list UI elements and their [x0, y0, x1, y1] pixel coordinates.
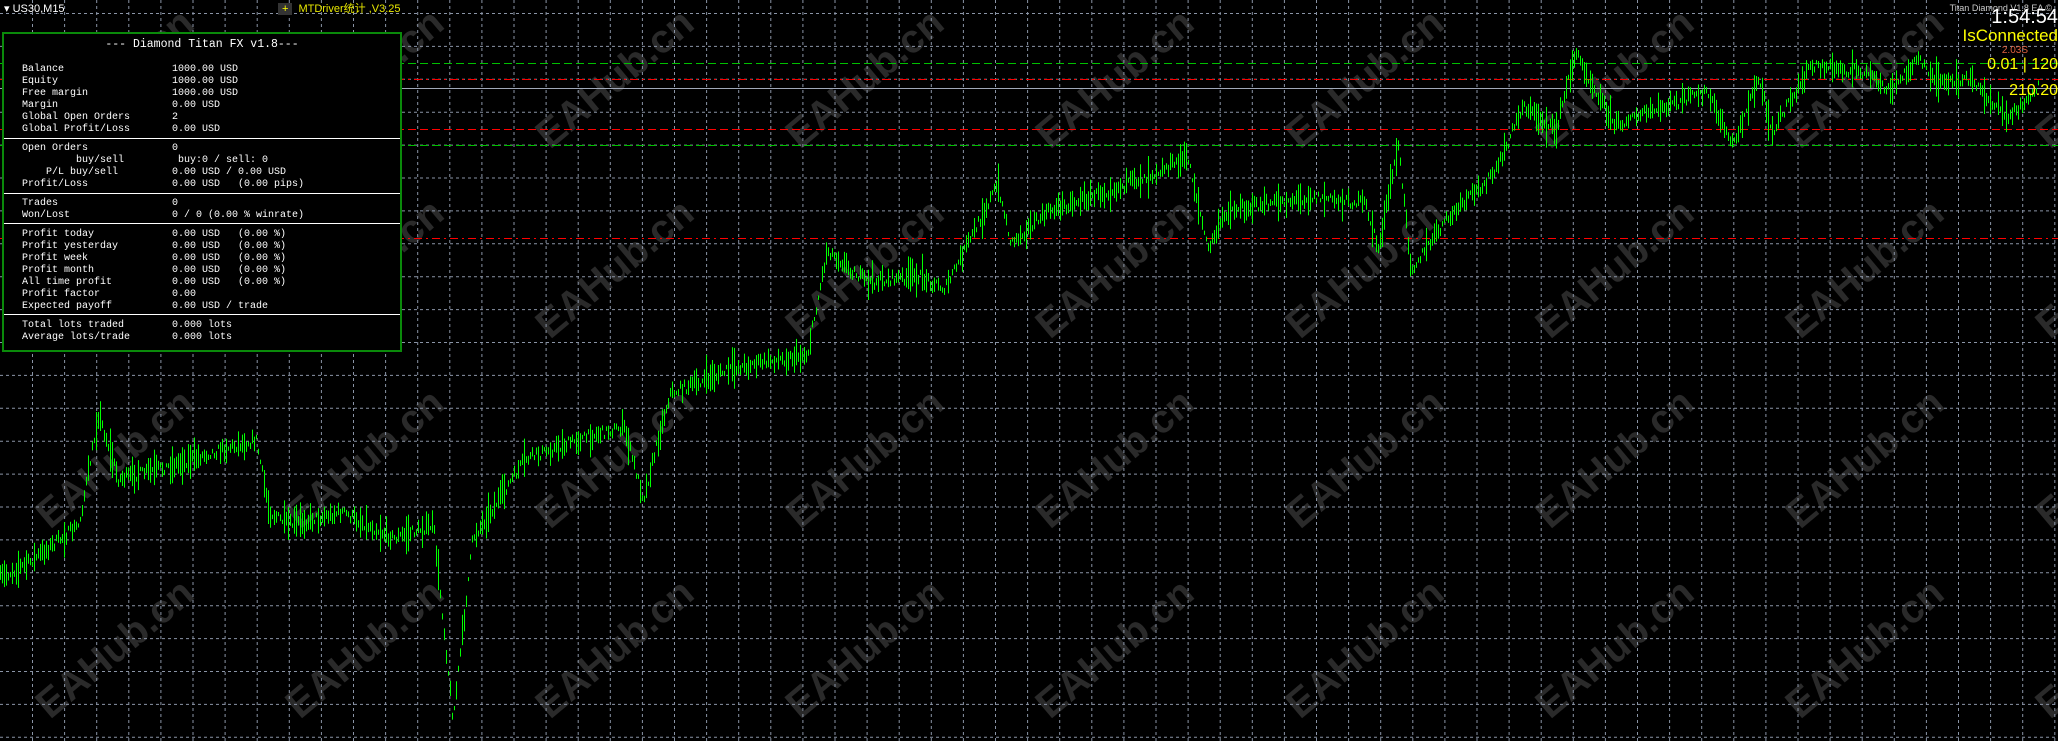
- panel-row: Profit month 0.00 USD (0.00 %): [22, 265, 286, 277]
- indicator-label: + MTDriver统计 ,V3.25: [278, 0, 401, 16]
- panel-row: Equity 1000.00 USD: [22, 76, 238, 88]
- row-label: Total lots traded: [22, 320, 125, 331]
- row-value: 0.00 USD (0.00 %): [172, 265, 287, 276]
- row-label: P/L buy/sell: [22, 167, 119, 178]
- panel-row: Total lots traded 0.000 lots: [22, 320, 232, 332]
- row-value: 0 / 0 (0.00 % winrate): [172, 210, 305, 221]
- row-label: Global Profit/Loss: [22, 124, 131, 135]
- divider: [4, 138, 400, 139]
- panel-row: Profit week 0.00 USD (0.00 %): [22, 253, 286, 265]
- row-label: Equity: [22, 76, 59, 87]
- row-label: Global Open Orders: [22, 112, 131, 123]
- row-value: 0.000 lots: [172, 320, 233, 331]
- ea-name: Titan Diamond V1.8 EA ©: [1949, 3, 2052, 13]
- indicator-text: MTDriver统计 ,V3.25: [298, 3, 401, 15]
- panel-row: Balance 1000.00 USD: [22, 64, 238, 76]
- row-label: Balance: [22, 64, 65, 75]
- panel-row: P/L buy/sell 0.00 USD / 0.00 USD: [22, 167, 286, 179]
- latency: 2.03S: [2001, 45, 2028, 56]
- row-value: 0: [172, 198, 179, 209]
- timer: 1:54:54: [1991, 6, 2058, 28]
- row-value: 0.00 USD (0.00 %): [172, 253, 287, 264]
- row-label: Profit month: [22, 265, 95, 276]
- row-label: Profit yesterday: [22, 241, 119, 252]
- row-label: Margin: [22, 100, 59, 111]
- row-label: Trades: [22, 198, 59, 209]
- row-value: 0: [172, 143, 179, 154]
- row-value: 0.00 USD (0.00 pips): [172, 179, 305, 190]
- symbol-text: US30,M15: [12, 3, 65, 15]
- row-value: 0.00 USD: [172, 124, 221, 135]
- symbol-label[interactable]: ▾ US30,M15: [4, 3, 65, 15]
- value-readout: 210.20: [2009, 82, 2058, 99]
- panel-title: --- Diamond Titan FX v1.8---: [105, 38, 299, 51]
- row-label: buy/sell: [22, 155, 125, 166]
- lots-info: 0.01 | 120: [1987, 56, 2058, 73]
- row-label: Profit week: [22, 253, 89, 264]
- panel-row: Global Open Orders 2: [22, 112, 178, 124]
- row-value: 0.000 lots: [172, 332, 233, 343]
- panel-row: All time profit 0.00 USD (0.00 %): [22, 277, 286, 289]
- panel-row: Average lots/trade 0.000 lots: [22, 332, 232, 344]
- panel-row: Profit/Loss 0.00 USD (0.00 pips): [22, 179, 304, 191]
- row-value: 0.00 USD (0.00 %): [172, 277, 287, 288]
- row-value: 1000.00 USD: [172, 88, 239, 99]
- row-value: 0.00 USD: [172, 100, 221, 111]
- row-label: Profit factor: [22, 289, 101, 300]
- panel-row: Profit factor 0.00: [22, 289, 196, 301]
- row-label: Expected payoff: [22, 301, 113, 312]
- row-label: Open Orders: [22, 143, 89, 154]
- row-label: Profit today: [22, 229, 95, 240]
- row-label: Free margin: [22, 88, 89, 99]
- row-value: 0.00: [172, 289, 197, 300]
- row-value: 1000.00 USD: [172, 76, 239, 87]
- panel-row: buy/sell buy:0 / sell: 0: [22, 155, 268, 167]
- row-value: buy:0 / sell: 0: [172, 155, 269, 166]
- panel-row: Margin 0.00 USD: [22, 100, 220, 112]
- divider: [4, 193, 400, 194]
- row-value: 1000.00 USD: [172, 64, 239, 75]
- panel-row: Profit yesterday 0.00 USD (0.00 %): [22, 241, 286, 253]
- row-value: 0.00 USD / 0.00 USD: [172, 167, 287, 178]
- panel-row: Global Profit/Loss 0.00 USD: [22, 124, 220, 136]
- divider: [4, 314, 400, 315]
- divider: [4, 223, 400, 224]
- row-label: Won/Lost: [22, 210, 71, 221]
- panel-row: Profit today 0.00 USD (0.00 %): [22, 229, 286, 241]
- row-value: 0.00 USD / trade: [172, 301, 269, 312]
- panel-row: Trades 0: [22, 198, 178, 210]
- panel-row: Expected payoff 0.00 USD / trade: [22, 301, 268, 313]
- ea-info-panel: --- Diamond Titan FX v1.8--- Balance 1000…: [2, 32, 402, 352]
- row-value: 2: [172, 112, 179, 123]
- row-value: 0.00 USD (0.00 %): [172, 229, 287, 240]
- panel-row: Won/Lost 0 / 0 (0.00 % winrate): [22, 210, 304, 222]
- row-label: Average lots/trade: [22, 332, 131, 343]
- panel-row: Free margin 1000.00 USD: [22, 88, 238, 100]
- connection-status: IsConnected: [1962, 26, 2058, 45]
- panel-row: Open Orders 0: [22, 143, 178, 155]
- row-label: Profit/Loss: [22, 179, 89, 190]
- row-value: 0.00 USD (0.00 %): [172, 241, 287, 252]
- plus-icon[interactable]: +: [278, 3, 293, 15]
- row-label: All time profit: [22, 277, 113, 288]
